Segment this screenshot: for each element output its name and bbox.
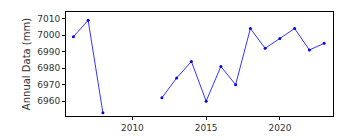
- svg-text:2010: 2010: [121, 123, 144, 133]
- svg-text:6980: 6980: [37, 63, 60, 73]
- svg-text:6960: 6960: [37, 96, 60, 106]
- svg-text:7010: 7010: [37, 14, 60, 24]
- svg-text:2015: 2015: [195, 123, 218, 133]
- svg-text:2020: 2020: [268, 123, 291, 133]
- svg-text:7000: 7000: [37, 30, 60, 40]
- svg-text:6970: 6970: [37, 80, 60, 90]
- svg-text:6990: 6990: [37, 47, 60, 57]
- svg-text:Annual Data (mm): Annual Data (mm): [21, 18, 32, 110]
